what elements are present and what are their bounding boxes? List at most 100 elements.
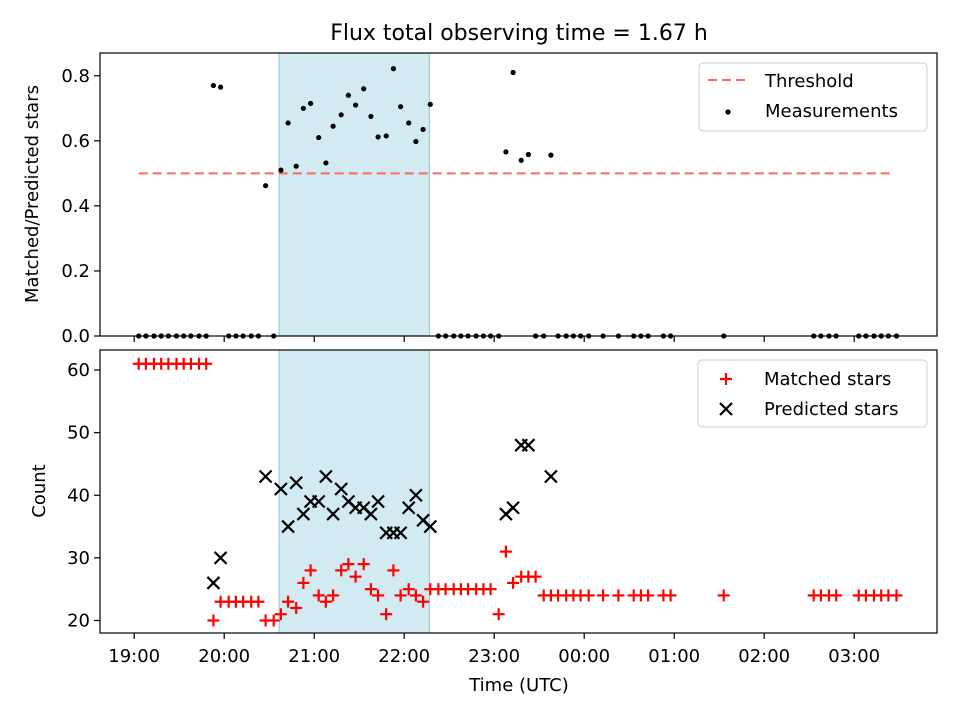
matched-star-point: [312, 589, 325, 602]
matched-star-point: [327, 589, 340, 602]
predicted-star-point: [393, 526, 408, 540]
top-y-tick-label: 0.2: [61, 261, 90, 282]
predicted-star-point: [258, 469, 273, 484]
top-y-ticks: 0.0 0.2 0.4 0.6 0.8: [61, 66, 100, 347]
matched-star-point: [890, 589, 903, 602]
top-y-tick-label: 0.8: [61, 66, 90, 87]
bottom-y-tick-label: 20: [67, 610, 90, 631]
top-y-tick-label: 0.4: [61, 196, 90, 217]
legend-matched-swatch: [720, 373, 732, 385]
matched-star-point: [529, 570, 542, 583]
predicted-star-point: [281, 519, 295, 534]
top-axes-frame: [99, 52, 938, 337]
legend-measurements-swatch: [725, 109, 731, 115]
measurement-point: [525, 151, 532, 158]
predicted-star-point: [371, 494, 385, 509]
bottom-x-ticks: 19:00 20:00 21:00 22:00 23:00 00:00 01:00 02:00…: [108, 633, 880, 667]
matched-star-point: [499, 545, 512, 558]
measurement-point: [413, 138, 419, 145]
legend-matched-label: Matched stars: [764, 369, 891, 390]
measurement-point: [518, 157, 524, 163]
measurement-point: [330, 123, 336, 129]
matched-star-point: [380, 608, 393, 621]
measurement-points: [136, 66, 900, 339]
bottom-y-tick-label: 60: [67, 360, 90, 381]
matched-star-point: [717, 589, 730, 602]
top-panel: 0.00.20.40.60.8 Matched/Predicted stars …: [22, 52, 938, 347]
bottom-shaded-interval: [278, 349, 430, 634]
measurement-point: [548, 152, 554, 158]
legend-predicted-swatch: [719, 402, 733, 416]
x-tick-label: 02:00: [738, 646, 790, 667]
matched-star-point: [830, 589, 843, 602]
measurement-point: [316, 134, 322, 141]
matched-star-point: [582, 589, 595, 602]
measurement-point: [383, 133, 389, 139]
x-tick-label: 22:00: [378, 646, 430, 667]
matched-star-point: [290, 601, 303, 614]
predicted-star-point: [544, 469, 558, 484]
predicted-star-point: [401, 501, 416, 515]
predicted-star-point: [274, 482, 288, 496]
legend-threshold-label: Threshold: [764, 71, 854, 92]
matched-star-point: [612, 589, 625, 602]
measurement-point: [503, 149, 509, 155]
measurement-point: [375, 134, 381, 140]
measurement-point: [278, 167, 284, 173]
x-tick-label: 23:00: [468, 646, 520, 667]
matched-star-points: [132, 357, 903, 627]
measurement-point: [338, 112, 344, 118]
predicted-star-points: [206, 438, 558, 590]
matched-star-point: [507, 576, 520, 589]
matched-star-point: [664, 589, 677, 602]
matched-star-point: [267, 614, 280, 627]
predicted-star-point: [311, 494, 326, 509]
x-tick-label: 03:00: [828, 646, 880, 667]
measurement-point: [323, 160, 329, 166]
measurement-point: [353, 102, 359, 108]
x-tick-label: 19:00: [108, 646, 160, 667]
matched-star-point: [642, 589, 655, 602]
matched-star-point: [349, 570, 362, 583]
matched-star-point: [492, 608, 505, 621]
measurement-point: [406, 120, 412, 126]
measurement-point: [218, 84, 224, 90]
measurement-point: [398, 104, 404, 110]
matched-star-point: [200, 357, 213, 370]
matched-star-point: [319, 595, 332, 608]
bottom-y-tick-label: 50: [67, 423, 90, 444]
bottom-panel: 20 30 40 50 60 19:00 20:00 21:00 22:00 23:00 00:0…: [29, 349, 938, 696]
measurement-point: [308, 100, 314, 107]
predicted-star-point: [326, 507, 340, 521]
predicted-star-point: [521, 438, 536, 452]
bottom-y-tick-label: 40: [67, 485, 90, 506]
measurement-point: [300, 105, 306, 111]
x-tick-label: 01:00: [648, 646, 700, 667]
matched-star-point: [252, 595, 265, 608]
measurement-point: [285, 120, 291, 126]
top-shaded-interval: [278, 52, 430, 337]
matched-star-point: [394, 589, 407, 602]
matched-star-point: [282, 595, 295, 608]
x-tick-label: 21:00: [288, 646, 340, 667]
bottom-axes-frame: [99, 349, 938, 634]
predicted-star-point: [289, 475, 303, 490]
top-x-ticks: [133, 336, 855, 342]
measurement-point: [510, 69, 516, 76]
matched-star-point: [417, 595, 430, 608]
measurement-point: [368, 113, 374, 120]
legend-predicted-label: Predicted stars: [764, 399, 898, 420]
top-legend: Threshold Measurements: [698, 62, 928, 132]
predicted-star-point: [506, 501, 520, 515]
bottom-legend: Matched stars Predicted stars: [697, 359, 928, 428]
bottom-y-axis-label: Count: [29, 464, 50, 517]
top-y-tick-label: 0.0: [61, 326, 90, 347]
top-y-tick-label: 0.6: [61, 131, 90, 152]
matched-star-point: [304, 564, 317, 577]
x-tick-label: 20:00: [198, 646, 250, 667]
matched-star-point: [387, 564, 400, 577]
matched-star-point: [372, 589, 385, 602]
predicted-star-point: [319, 469, 333, 484]
legend-measurements-label: Measurements: [765, 101, 898, 122]
